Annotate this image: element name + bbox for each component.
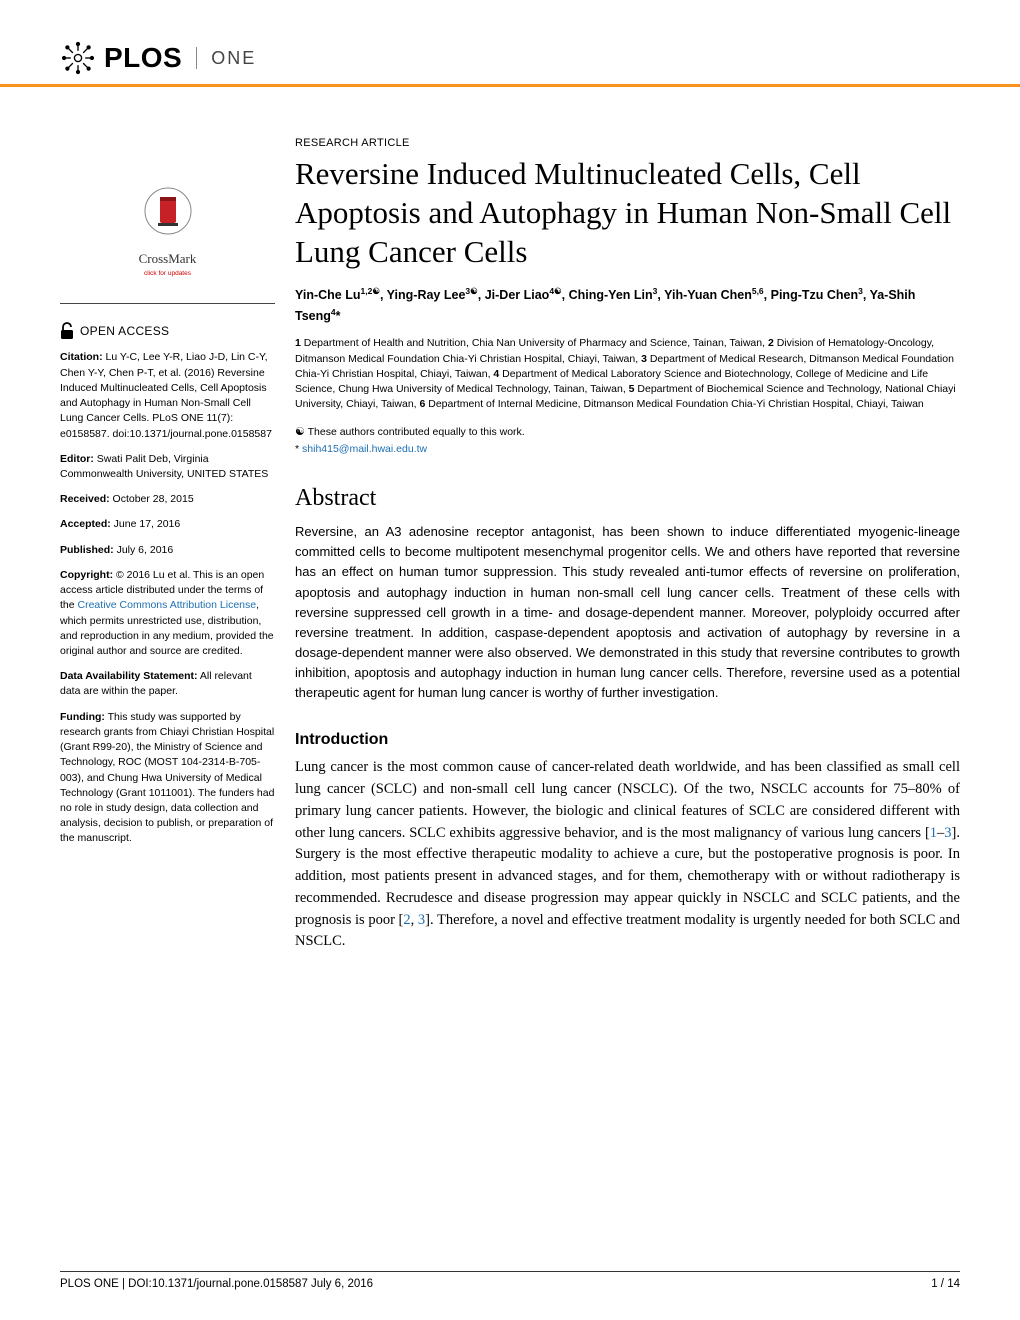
crossmark-label: CrossMark [60,250,275,269]
equal-contrib-symbol: ☯ [295,426,305,438]
funding-label: Funding: [60,711,105,723]
abstract-text: Reversine, an A3 adenosine receptor anta… [295,522,960,703]
data-availability-block: Data Availability Statement: All relevan… [60,669,275,699]
corresp-email-link[interactable]: shih415@mail.hwai.edu.tw [302,443,427,455]
introduction-text: Lung cancer is the most common cause of … [295,757,960,953]
crossmark-badge[interactable]: CrossMark click for updates [60,187,275,278]
plos-burst-icon [60,40,96,76]
published-block: Published: July 6, 2016 [60,543,275,558]
sidebar: CrossMark click for updates OPEN ACCESS … [60,87,295,953]
open-lock-icon [60,322,74,340]
article-type: RESEARCH ARTICLE [295,137,960,149]
open-access-label: OPEN ACCESS [80,323,169,340]
editor-block: Editor: Swati Palit Deb, Virginia Common… [60,452,275,482]
copyright-label: Copyright: [60,569,113,581]
sidebar-divider [60,303,275,304]
data-label: Data Availability Statement: [60,670,198,682]
accepted-block: Accepted: June 17, 2016 [60,517,275,532]
crossmark-sublabel: click for updates [60,269,275,278]
equal-contrib-note: ☯ These authors contributed equally to t… [295,424,960,441]
article-title: Reversine Induced Multinucleated Cells, … [295,155,960,271]
editor-label: Editor: [60,453,94,465]
received-block: Received: October 28, 2015 [60,492,275,507]
published-text: July 6, 2016 [114,544,174,556]
received-text: October 28, 2015 [110,493,194,505]
accepted-text: June 17, 2016 [111,518,180,530]
corresp-symbol: * [295,443,299,455]
accepted-label: Accepted: [60,518,111,530]
abstract-heading: Abstract [295,485,960,512]
introduction-heading: Introduction [295,731,960,749]
open-access-badge: OPEN ACCESS [60,322,275,340]
citation-block: Citation: Lu Y-C, Lee Y-R, Liao J-D, Lin… [60,350,275,441]
citation-label: Citation: [60,351,103,363]
journal-name-main: PLOS [104,42,182,74]
funding-block: Funding: This study was supported by res… [60,710,275,847]
logo-divider [196,47,197,69]
published-label: Published: [60,544,114,556]
article-main: RESEARCH ARTICLE Reversine Induced Multi… [295,87,960,953]
footer-citation: PLOS ONE | DOI:10.1371/journal.pone.0158… [60,1278,373,1290]
cc-license-link[interactable]: Creative Commons Attribution License [78,599,257,611]
funding-text: This study was supported by research gra… [60,711,274,845]
citation-text: Lu Y-C, Lee Y-R, Liao J-D, Lin C-Y, Chen… [60,351,272,439]
received-label: Received: [60,493,110,505]
correspondence: * shih415@mail.hwai.edu.tw [295,443,960,455]
journal-name-sub: ONE [211,48,256,69]
page-number: 1 / 14 [931,1278,960,1290]
page-footer: PLOS ONE | DOI:10.1371/journal.pone.0158… [60,1271,960,1290]
equal-contrib-text: These authors contributed equally to thi… [308,426,525,438]
copyright-block: Copyright: © 2016 Lu et al. This is an o… [60,568,275,659]
journal-logo: PLOS ONE [60,40,960,76]
crossmark-icon [144,187,192,243]
affiliations: 1 Department of Health and Nutrition, Ch… [295,336,960,412]
page-header: PLOS ONE [0,0,1020,87]
author-list: Yin-Che Lu1,2☯, Ying-Ray Lee3☯, Ji-Der L… [295,285,960,326]
